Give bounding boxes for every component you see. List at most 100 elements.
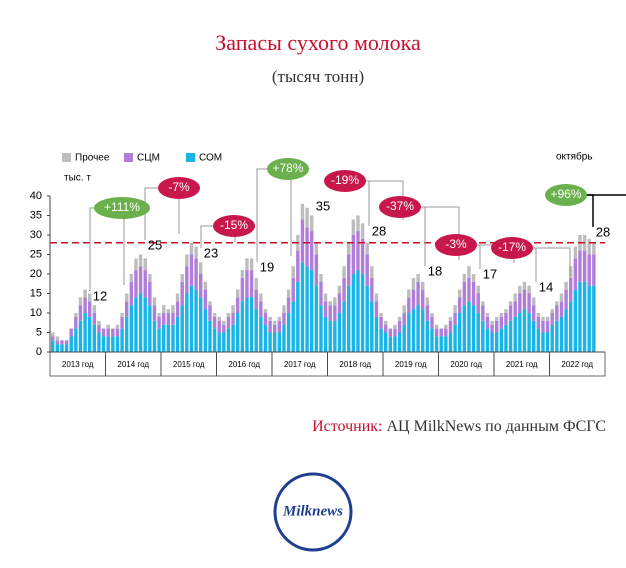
bar-segment <box>555 320 559 352</box>
bar-segment <box>393 328 397 337</box>
bar-segment <box>360 238 365 274</box>
bar-segment <box>504 309 508 313</box>
bar-segment <box>351 219 356 235</box>
bar-segment <box>508 305 513 321</box>
callout-label: 12 <box>93 288 107 303</box>
bar-segment <box>88 316 92 352</box>
callout-label: 28 <box>372 223 386 238</box>
bar-segment <box>199 297 203 352</box>
bar-segment <box>203 309 208 352</box>
bar-segment <box>411 277 416 290</box>
bar-segment <box>379 328 383 352</box>
bar-segment <box>189 285 194 352</box>
bar-segment <box>421 309 425 352</box>
legend-label: СОМ <box>199 153 222 164</box>
bar-segment <box>342 277 346 302</box>
bar-segment <box>305 207 309 228</box>
bar-segment <box>314 242 319 255</box>
bar-segment <box>476 285 480 294</box>
bar-segment <box>157 316 161 329</box>
bar-segment <box>342 266 346 278</box>
bar-segment <box>129 281 134 306</box>
bar-segment <box>259 293 263 302</box>
bar-segment <box>180 274 184 282</box>
bar-segment <box>51 340 55 352</box>
bar-segment <box>111 328 115 337</box>
bar-segment <box>166 313 171 325</box>
bar-segment <box>444 336 448 352</box>
bar-segment <box>569 277 573 302</box>
period-note: октябрь <box>556 151 593 163</box>
bar-segment <box>592 242 596 255</box>
bar-segment <box>286 313 291 352</box>
bar-segment <box>508 301 513 306</box>
connector <box>256 168 268 262</box>
bar-segment <box>125 301 129 317</box>
bar-segment <box>337 313 342 352</box>
bar-segment <box>268 332 272 352</box>
bar-segment <box>541 332 545 352</box>
y-tick-label: 35 <box>30 209 42 221</box>
bar-segment <box>106 328 110 337</box>
bar-segment <box>92 324 97 352</box>
bar-segment <box>254 289 258 310</box>
bar-segment <box>569 266 573 278</box>
bar-segment <box>411 289 416 310</box>
bar-segment <box>189 242 194 255</box>
bar-segment <box>504 313 508 325</box>
bar-segment <box>476 313 480 352</box>
x-group-label: 2020 год <box>450 360 482 369</box>
bar-segment <box>384 332 388 352</box>
bar-segment <box>370 277 374 302</box>
bar-segment <box>522 281 527 290</box>
bar-segment <box>573 246 578 259</box>
bar-segment <box>74 313 78 317</box>
change-label: +96% <box>550 187 581 201</box>
bar-segment <box>582 281 587 352</box>
bar-segment <box>194 246 198 259</box>
bar-segment <box>291 266 295 278</box>
bar-segment <box>189 254 194 286</box>
bar-segment <box>471 281 476 306</box>
bar-segment <box>564 289 568 310</box>
bar-segment <box>397 320 402 333</box>
bar-segment <box>106 336 110 352</box>
bar-segment <box>545 316 550 321</box>
bar-segment <box>226 328 231 352</box>
bar-segment <box>226 313 231 317</box>
bar-segment <box>171 305 175 313</box>
bar-segment <box>185 266 189 294</box>
bar-segment <box>125 316 129 352</box>
bar-segment <box>157 328 161 352</box>
callout-label: 19 <box>260 259 274 274</box>
bar-segment <box>138 254 143 267</box>
bar-segment <box>175 301 180 317</box>
bar-segment <box>504 324 508 352</box>
bar-segment <box>171 324 175 352</box>
bar-segment <box>490 324 494 333</box>
bar-segment <box>467 301 471 352</box>
bar-segment <box>319 274 323 282</box>
bar-segment <box>286 289 291 298</box>
legend-swatch <box>124 153 133 162</box>
bar-segment <box>499 328 504 352</box>
bar-segment <box>582 250 587 282</box>
bar-segment <box>337 293 342 313</box>
change-label: -37% <box>386 199 414 213</box>
x-group-label: 2019 год <box>395 360 427 369</box>
bar-segment <box>185 254 189 267</box>
bar-segment <box>55 336 60 341</box>
bar-segment <box>64 340 69 345</box>
bar-segment <box>97 324 101 333</box>
bar-segment <box>129 274 134 282</box>
bar-segment <box>587 254 591 286</box>
connector <box>586 194 626 196</box>
bar-segment <box>273 324 277 333</box>
x-group-label: 2016 год <box>228 360 260 369</box>
connector <box>532 247 571 276</box>
bar-segment <box>134 258 138 271</box>
bar-segment <box>555 305 559 321</box>
bar-segment <box>55 344 60 352</box>
bar-segment <box>222 324 226 333</box>
bar-segment <box>402 305 406 313</box>
